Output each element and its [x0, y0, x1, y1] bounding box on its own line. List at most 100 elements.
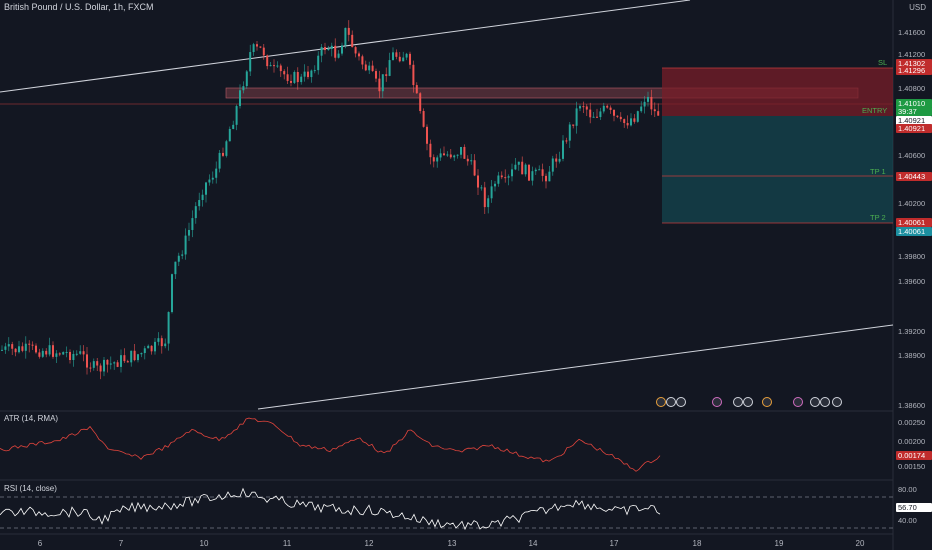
- candle-body: [48, 345, 51, 355]
- calendar-event-icon[interactable]: [656, 397, 666, 407]
- candle-body: [341, 45, 343, 54]
- calendar-event-icon[interactable]: [762, 397, 772, 407]
- price-tick: 1.40600: [898, 151, 926, 160]
- candle-body: [354, 47, 357, 54]
- price-tick: 1.41600: [898, 28, 926, 37]
- candle-body: [585, 106, 588, 110]
- candle-body: [470, 160, 473, 162]
- candle-body: [402, 57, 405, 62]
- calendar-event-icon[interactable]: [676, 397, 686, 407]
- calendar-event-icon[interactable]: [666, 397, 676, 407]
- candle-body: [259, 46, 262, 48]
- candle-body: [599, 111, 602, 118]
- candle-body: [327, 48, 330, 51]
- candle-body: [344, 27, 347, 46]
- calendar-event-icon[interactable]: [810, 397, 820, 407]
- candle-body: [657, 111, 660, 116]
- candle-body: [466, 158, 469, 162]
- candle-body: [426, 126, 428, 144]
- candle-body: [640, 106, 643, 112]
- tp2-price-tag: 1.40061: [896, 227, 932, 236]
- candle-body: [633, 118, 636, 122]
- candle-body: [191, 218, 194, 230]
- symbol-title[interactable]: British Pound / U.S. Dollar, 1h, FXCM: [4, 2, 154, 12]
- candle-body: [534, 169, 537, 172]
- candle-body: [480, 187, 483, 189]
- candle-body: [188, 229, 190, 236]
- take-profit-zone[interactable]: [662, 116, 893, 223]
- sl-price-tag: 1.41302: [896, 59, 932, 68]
- candle-body: [79, 351, 82, 354]
- candle-body: [126, 361, 129, 363]
- calendar-event-icon[interactable]: [832, 397, 842, 407]
- upper-trend-line[interactable]: [0, 0, 691, 93]
- candle-body: [106, 359, 109, 365]
- candle-body: [35, 345, 37, 353]
- calendar-event-icon[interactable]: [733, 397, 743, 407]
- candle-body: [249, 52, 252, 72]
- lower-trend-line[interactable]: [257, 324, 894, 410]
- calendar-event-icon[interactable]: [712, 397, 722, 407]
- candle-body: [531, 171, 534, 181]
- candle-body: [432, 157, 435, 162]
- candle-body: [347, 27, 350, 35]
- atr-indicator-label[interactable]: ATR (14, RMA): [4, 414, 59, 423]
- candle-body: [109, 363, 112, 365]
- candle-body: [334, 45, 337, 58]
- candle-body: [555, 158, 558, 162]
- entry-price-tag: 1.40921: [896, 124, 932, 133]
- candle-body: [351, 34, 354, 48]
- stop-loss-zone[interactable]: [662, 68, 893, 116]
- candle-body: [171, 274, 173, 313]
- candle-body: [504, 177, 507, 179]
- rsi-tick: 80.00: [898, 485, 917, 494]
- candle-body: [596, 116, 598, 118]
- candle-body: [208, 179, 211, 183]
- candle-body: [303, 71, 306, 77]
- calendar-event-icon[interactable]: [793, 397, 803, 407]
- price-tick: 1.41200: [898, 50, 926, 59]
- date-label: 18: [692, 539, 702, 548]
- candle-body: [429, 143, 432, 158]
- candle-body: [524, 164, 527, 175]
- candle-body: [228, 128, 231, 142]
- calendar-event-icon[interactable]: [743, 397, 753, 407]
- candle-body: [541, 169, 544, 176]
- candle-body: [123, 355, 126, 362]
- date-label: 12: [364, 539, 374, 548]
- candle-body: [72, 353, 75, 360]
- candle-body: [511, 169, 513, 177]
- candle-body: [643, 101, 646, 107]
- candle-body: [378, 78, 381, 92]
- candle-body: [613, 109, 615, 116]
- candle-body: [177, 255, 180, 262]
- candle-body: [45, 350, 48, 355]
- candle-body: [181, 254, 184, 256]
- candle-body: [307, 71, 309, 78]
- candle-body: [568, 124, 571, 141]
- candle-body: [337, 53, 340, 58]
- candle-body: [164, 343, 167, 347]
- candle-body: [256, 44, 258, 47]
- date-label: 14: [528, 539, 538, 548]
- candle-body: [419, 93, 422, 112]
- candle-body: [572, 124, 575, 126]
- candle-body: [313, 70, 316, 72]
- candle-body: [602, 105, 605, 112]
- price-tick: 1.38900: [898, 351, 926, 360]
- candle-body: [361, 56, 364, 65]
- rsi-indicator-label[interactable]: RSI (14, close): [4, 484, 57, 493]
- calendar-event-icon[interactable]: [820, 397, 830, 407]
- date-label: 13: [447, 539, 457, 548]
- candle-body: [133, 350, 136, 361]
- candle-body: [211, 177, 214, 180]
- candle-body: [453, 155, 456, 158]
- candle-body: [58, 353, 61, 355]
- candle-body: [545, 175, 547, 182]
- candle-body: [1, 349, 3, 351]
- price-tick: 1.38600: [898, 401, 926, 410]
- candle-body: [31, 344, 34, 346]
- candle-body: [232, 124, 235, 129]
- last-price-tag: 1.41010: [896, 99, 932, 108]
